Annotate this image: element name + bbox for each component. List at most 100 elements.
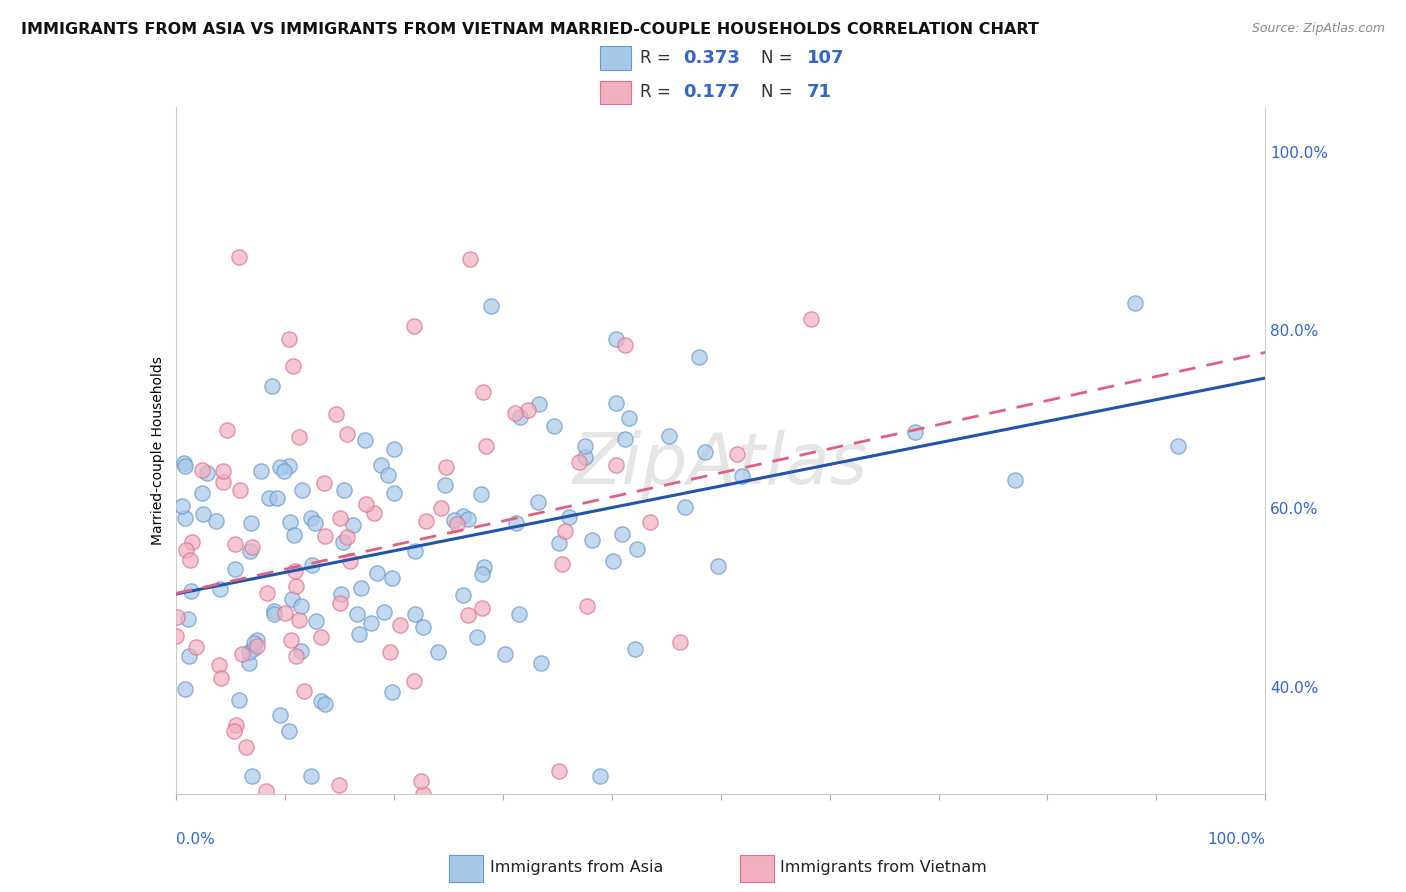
Point [174,542,197,557]
Point [283,528,305,542]
Point [263,607,285,622]
Point [548,764,571,779]
Point [363,506,385,520]
Point [225,718,247,732]
Point [404,607,426,621]
Text: 107: 107 [807,49,845,67]
Point [465,630,488,644]
Text: Immigrants from Vietnam: Immigrants from Vietnam [780,860,987,875]
Point [347,627,370,641]
Point [191,507,214,521]
Point [273,464,295,478]
Point [349,581,371,595]
Point [179,553,201,567]
Point [402,674,425,689]
Point [800,312,823,326]
Point [589,769,612,783]
Point [333,483,356,497]
Point [179,648,201,663]
Point [474,439,496,453]
Point [239,544,262,558]
Point [174,682,197,697]
Point [602,554,624,568]
Point [605,396,627,410]
Point [658,429,681,443]
Point [446,517,468,532]
Point [314,697,336,711]
Point [377,468,399,483]
Point [412,787,434,801]
Point [434,459,457,474]
Point [209,671,232,685]
Point [212,464,235,478]
Point [346,607,368,622]
Point [693,445,716,459]
Point [617,410,640,425]
Point [731,469,754,483]
Point [246,639,269,653]
FancyBboxPatch shape [600,46,631,70]
FancyBboxPatch shape [450,855,484,881]
Point [605,458,627,473]
Point [177,612,200,626]
Point [516,403,538,417]
Point [366,566,388,580]
Point [412,620,434,634]
Point [707,559,730,574]
Point [304,516,326,530]
Point [574,450,596,464]
Point [280,633,302,648]
Point [229,483,252,497]
Point [277,723,299,738]
Point [1004,473,1026,487]
Point [1167,439,1189,453]
Point [299,769,322,783]
Point [470,487,492,501]
Text: R =: R = [640,83,676,101]
Point [215,423,238,437]
Point [266,491,288,505]
Point [166,610,188,624]
Point [243,636,266,650]
Point [373,605,395,619]
Point [543,419,565,434]
Point [173,510,195,524]
Point [277,332,299,346]
Point [378,645,401,659]
Point [457,511,479,525]
Point [329,596,352,610]
Point [305,614,328,628]
Point [242,642,264,657]
Point [245,633,267,648]
Point [262,379,284,393]
Point [451,588,474,602]
Point [382,485,405,500]
Point [688,350,710,364]
Point [240,516,263,531]
Point [336,427,359,442]
Point [329,511,352,525]
Point [508,607,530,622]
Text: IMMIGRANTS FROM ASIA VS IMMIGRANTS FROM VIETNAM MARRIED-COUPLE HOUSEHOLDS CORREL: IMMIGRANTS FROM ASIA VS IMMIGRANTS FROM … [21,22,1039,37]
Point [256,586,278,600]
Point [550,557,572,571]
Point [328,778,350,792]
Point [181,535,204,549]
Point [404,544,426,558]
Point [530,656,553,670]
Point [471,567,494,582]
Point [558,509,581,524]
Point [471,385,494,400]
Point [283,564,305,578]
Point [195,467,218,481]
Point [370,458,392,472]
Point [269,459,291,474]
Point [208,658,231,673]
Point [238,645,260,659]
Point [312,475,335,490]
Point [509,410,531,425]
Point [434,478,457,492]
Point [238,656,260,670]
Text: N =: N = [761,83,797,101]
Point [330,586,353,600]
